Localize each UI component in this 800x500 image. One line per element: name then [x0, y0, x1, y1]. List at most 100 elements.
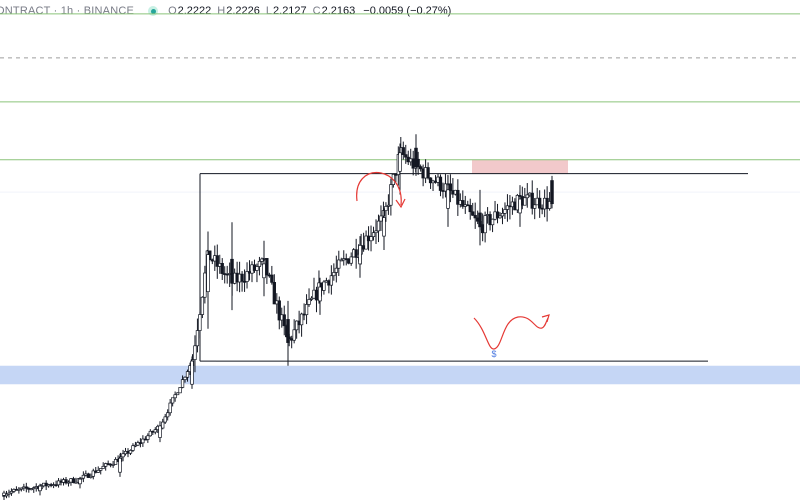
candle-body [286, 319, 290, 343]
resistance-zone [472, 159, 568, 174]
candle-body [206, 254, 210, 293]
candle-body [468, 205, 472, 213]
candle-body [461, 200, 465, 207]
candle-body [446, 189, 450, 209]
candle-body [158, 425, 162, 438]
candle-body [9, 491, 14, 494]
candle-body [307, 299, 311, 305]
candle-body [443, 183, 448, 192]
candle-body [498, 215, 502, 219]
market-status-icon [148, 6, 159, 16]
candle-body [389, 184, 393, 206]
candle-body [272, 282, 276, 305]
candle-body [173, 394, 177, 399]
candle-body [183, 376, 187, 380]
candle-body [550, 180, 554, 205]
candle-body [29, 488, 33, 491]
candle-body [358, 245, 362, 265]
candle-body [483, 215, 487, 234]
candle-body [382, 217, 386, 237]
candle-body [111, 464, 115, 466]
candles-layer [2, 134, 554, 500]
candle-body [64, 479, 68, 484]
candle-body [270, 274, 274, 283]
candle-body [32, 487, 36, 490]
candle-body [175, 392, 180, 396]
candle-body [294, 320, 299, 331]
candle-body [414, 147, 418, 168]
candle-body [19, 487, 24, 490]
candle-body [118, 457, 122, 473]
candle-body [89, 475, 93, 478]
candle-body [96, 470, 100, 473]
candle-body [374, 230, 378, 234]
candle-body [384, 206, 388, 211]
candle-body [74, 481, 78, 484]
candle-body [538, 197, 542, 209]
candle-body [525, 194, 529, 199]
candle-body [309, 297, 314, 300]
range-box-layer: $ [199, 173, 748, 362]
candle-body [332, 272, 336, 277]
zones-layer [0, 159, 800, 385]
candle-body [203, 272, 207, 298]
candle-body [195, 330, 200, 347]
candle-body [91, 470, 95, 477]
candle-body [418, 166, 423, 170]
candle-body [386, 204, 391, 207]
candle-body [146, 435, 150, 440]
candle-body [381, 210, 386, 217]
candle-body [277, 300, 281, 321]
candle-body [349, 256, 353, 264]
candle-body [141, 438, 145, 444]
candle-body [456, 189, 460, 205]
candle-body [170, 397, 175, 404]
candle-body [178, 387, 182, 394]
candle-body [318, 286, 322, 302]
candle-body [339, 259, 343, 262]
candle-body [364, 235, 368, 250]
candle-body [185, 371, 190, 378]
candle-body [161, 421, 165, 429]
candle-body [404, 154, 408, 158]
candle-body [198, 314, 202, 331]
candle-body [500, 213, 505, 217]
candle-body [230, 258, 234, 283]
candle-body [398, 152, 402, 172]
candle-body [220, 263, 224, 274]
candle-body [66, 481, 71, 484]
candle-body [148, 430, 152, 437]
candle-body [518, 198, 522, 214]
candle-body [354, 249, 358, 258]
candle-body [101, 465, 105, 469]
candle-body [190, 360, 194, 385]
projection-arrowhead [541, 314, 550, 323]
candle-body [71, 478, 76, 484]
candle-body [168, 402, 172, 414]
candle-body [17, 488, 21, 491]
support-zone [0, 365, 800, 385]
candle-body [240, 273, 244, 282]
candle-body [265, 258, 269, 276]
candle-body [262, 263, 266, 279]
candle-body [505, 205, 510, 210]
candle-body [131, 445, 135, 451]
candle-body [81, 474, 86, 479]
candle-body [530, 192, 534, 209]
candle-body [113, 459, 118, 465]
candle-body [180, 379, 185, 388]
candle-body [255, 266, 259, 271]
candle-body [245, 271, 249, 282]
candle-body [166, 412, 170, 418]
candle-body [292, 329, 296, 341]
candle-body [478, 212, 482, 228]
candle-body [401, 147, 405, 155]
candle-body [533, 204, 537, 209]
candle-body [490, 218, 495, 226]
candle-body [438, 176, 443, 191]
candle-body [215, 255, 219, 267]
candle-body [128, 450, 133, 454]
candle-body [54, 484, 58, 487]
candle-body [379, 215, 383, 222]
